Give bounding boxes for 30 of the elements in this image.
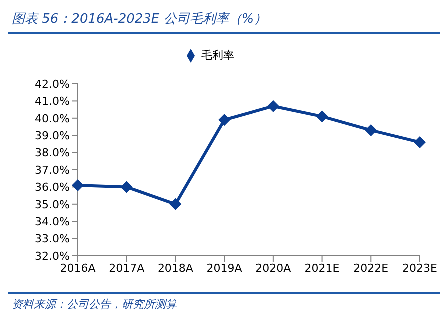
y-tick-label: 36.0% bbox=[35, 181, 70, 194]
point bbox=[414, 136, 426, 148]
point bbox=[365, 124, 378, 136]
x-tick-label: 2016A bbox=[60, 262, 96, 275]
y-tick-label: 42.0% bbox=[35, 78, 70, 91]
x-tick-label: 2017A bbox=[109, 262, 146, 275]
x-tick-label: 2022E bbox=[354, 262, 389, 275]
y-tick-label: 32.0% bbox=[35, 250, 70, 263]
x-tick-label: 2019A bbox=[206, 262, 243, 275]
y-tick-label: 33.0% bbox=[35, 232, 70, 246]
y-tick-label: 37.0% bbox=[35, 164, 70, 177]
point bbox=[120, 181, 133, 194]
point bbox=[72, 179, 84, 192]
point bbox=[218, 114, 231, 126]
y-tick-label: 38.0% bbox=[35, 146, 70, 160]
legend-label: 毛利率 bbox=[202, 49, 234, 62]
y-tick-label: 39.0% bbox=[35, 130, 70, 143]
x-tick-label: 2023E bbox=[402, 262, 438, 275]
y-tick-label: 34.0% bbox=[35, 216, 70, 229]
point bbox=[316, 110, 328, 123]
text: 资料来源：公司公告，研究所测算 bbox=[12, 297, 180, 312]
y-tick-label: 35.0% bbox=[35, 198, 70, 212]
chart-title: 图表 56：2016A-2023E 公司毛利率（%） bbox=[8, 8, 440, 34]
point bbox=[267, 100, 280, 112]
x-tick-label: 2021E bbox=[304, 262, 340, 275]
x-tick-label: 2020A bbox=[256, 262, 292, 275]
y-tick-label: 40.0% bbox=[35, 112, 70, 126]
x-tick-label: 2018A bbox=[158, 262, 194, 275]
y-tick-label: 41.0% bbox=[35, 95, 70, 108]
point bbox=[170, 198, 182, 210]
